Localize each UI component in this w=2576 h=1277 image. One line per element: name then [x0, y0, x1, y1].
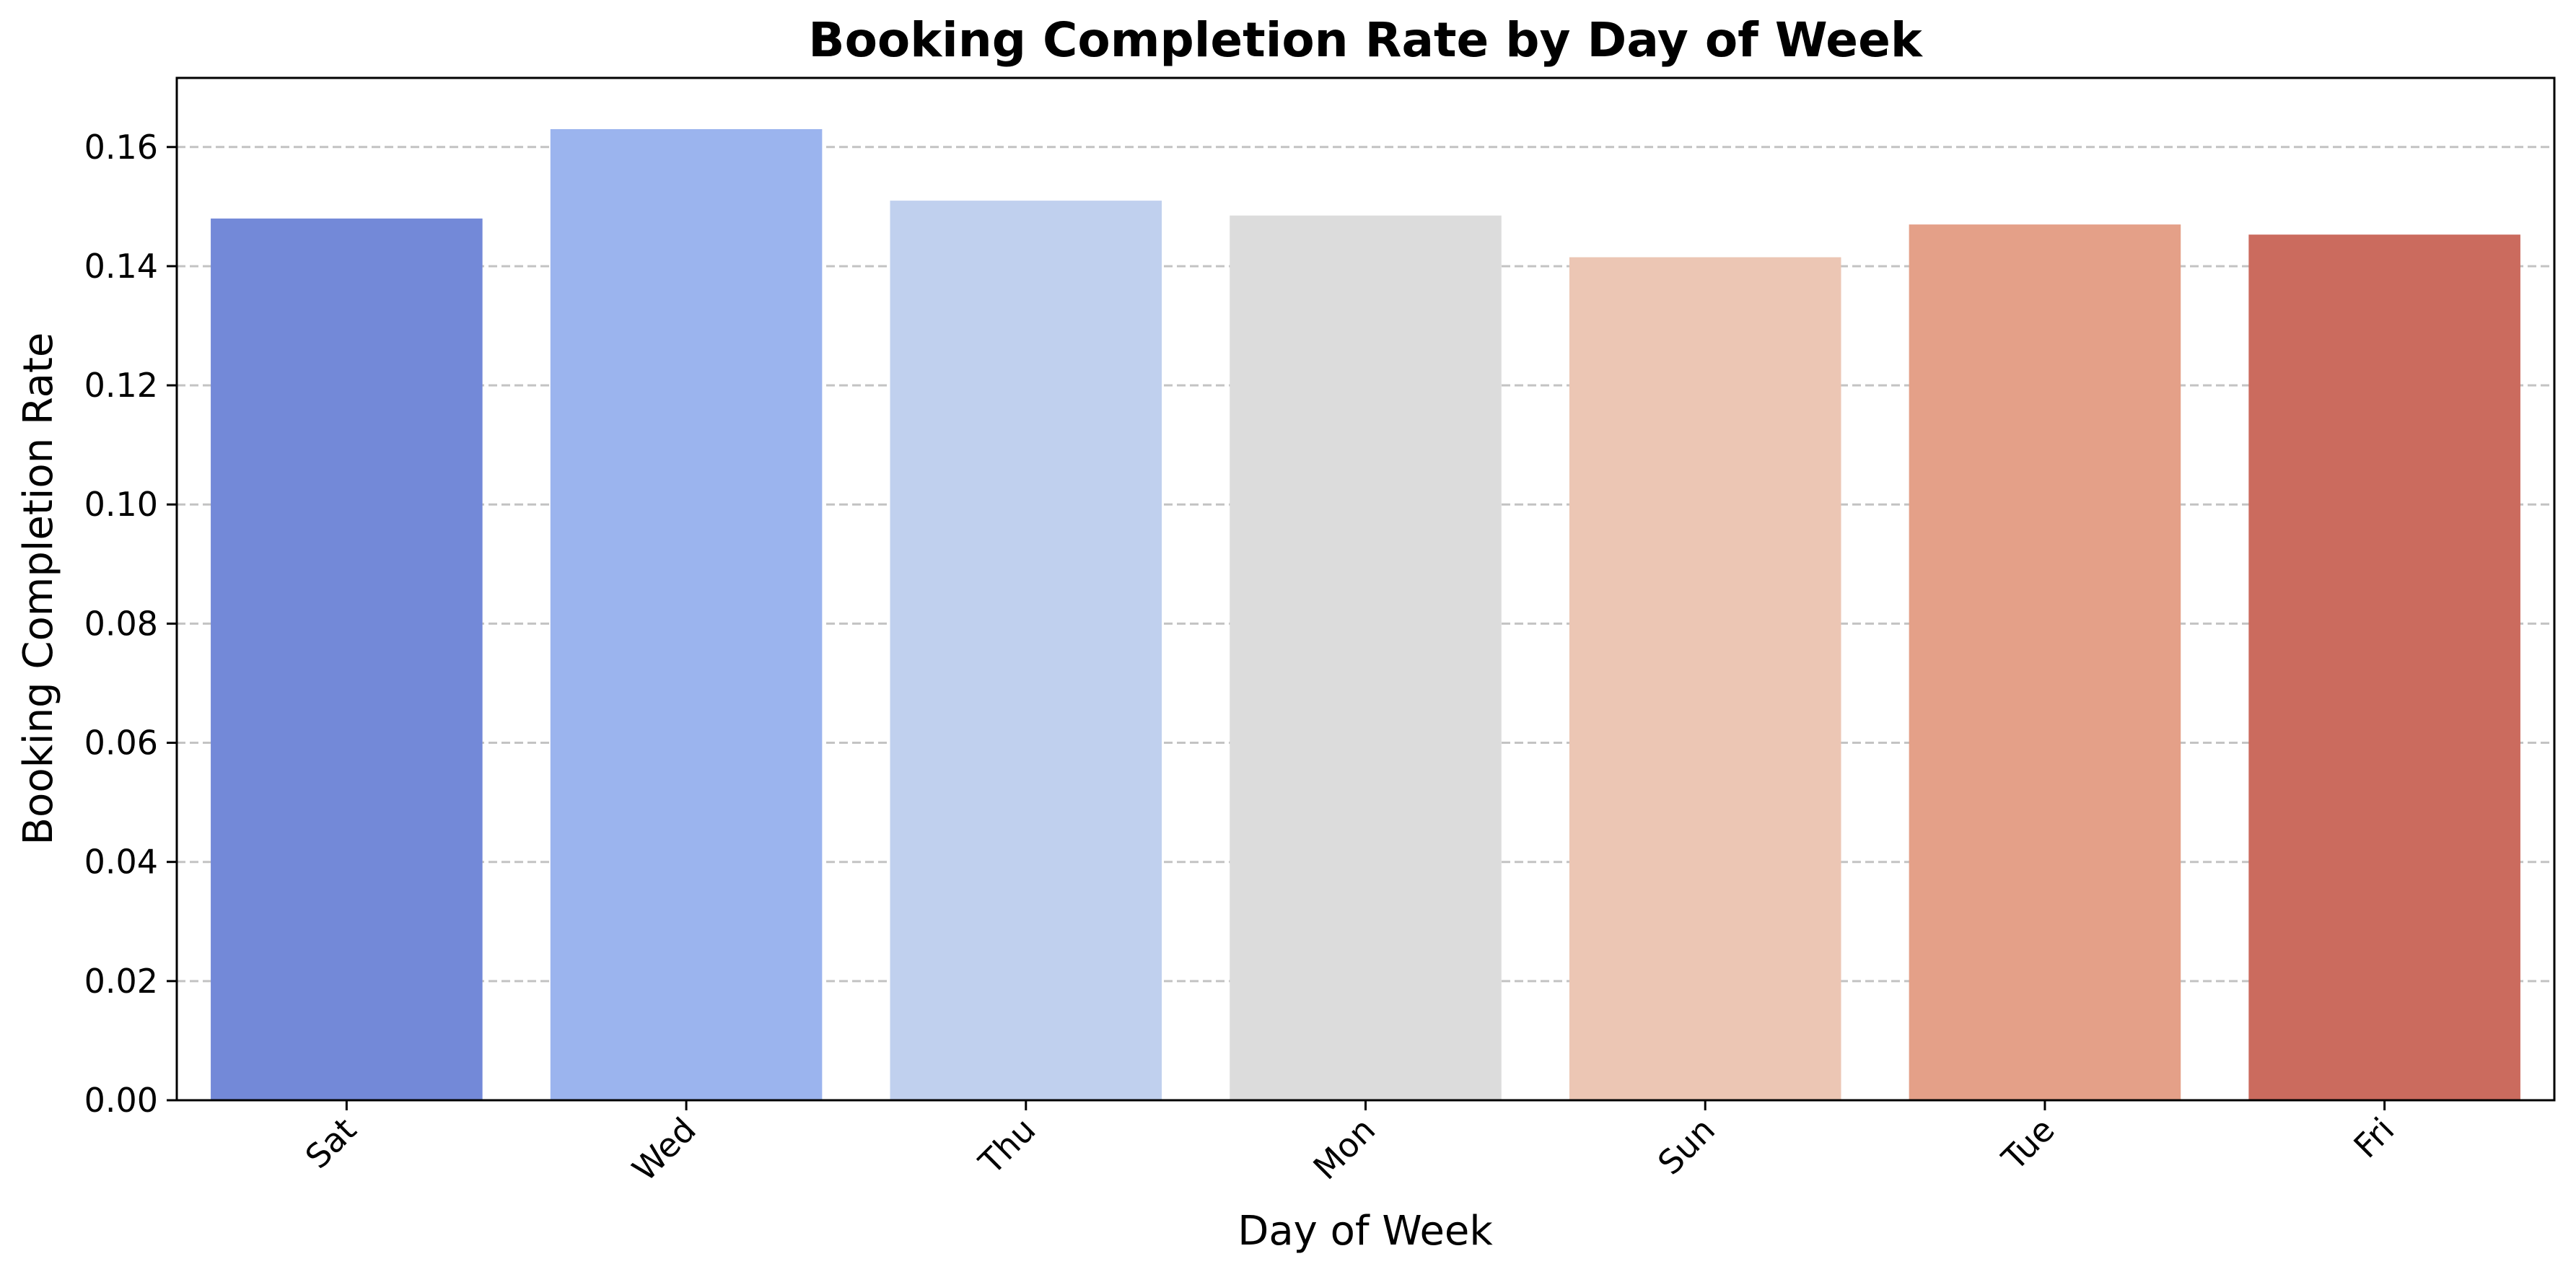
bar-sat — [211, 218, 483, 1100]
bar-thu — [890, 201, 1162, 1100]
chart-title: Booking Completion Rate by Day of Week — [808, 12, 1924, 68]
y-tick-label: 0.16 — [84, 128, 158, 167]
y-axis-ticks: 0.00 0.02 0.04 0.06 0.08 0.10 0.12 0.14 0.16 — [84, 128, 177, 1120]
y-tick-label: 0.04 — [84, 843, 158, 882]
y-tick-label: 0.00 — [84, 1081, 158, 1120]
y-tick-label: 0.08 — [84, 604, 158, 643]
x-axis-label: Day of Week — [1237, 1208, 1493, 1255]
bar-sun — [1569, 257, 1841, 1101]
bar-tue — [1909, 224, 2181, 1100]
bar-wed — [550, 129, 823, 1101]
bars — [211, 129, 2520, 1101]
bar-fri — [2248, 234, 2520, 1100]
y-tick-label: 0.02 — [84, 962, 158, 1001]
y-tick-label: 0.06 — [84, 724, 158, 763]
y-axis-label: Booking Completion Rate — [15, 333, 62, 846]
bar-mon — [1230, 215, 1502, 1100]
y-tick-label: 0.10 — [84, 485, 158, 524]
y-tick-label: 0.14 — [84, 247, 158, 286]
y-tick-label: 0.12 — [84, 366, 158, 405]
